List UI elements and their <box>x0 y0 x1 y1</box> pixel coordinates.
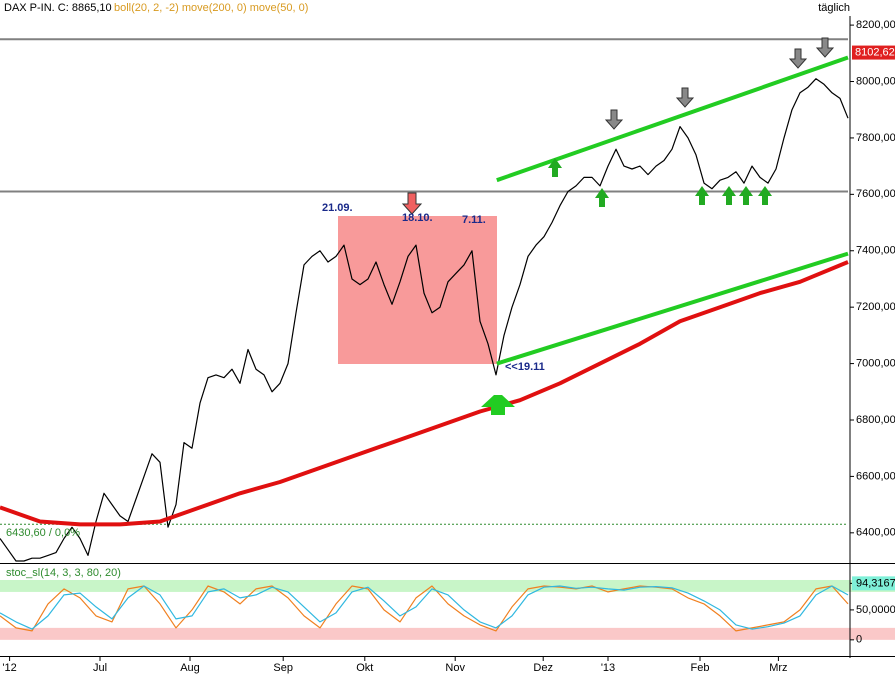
gray-arrow <box>788 48 808 69</box>
x-tick-label: Okt <box>356 662 373 674</box>
green-arrow-large <box>481 395 515 415</box>
panel-title: stoc_sl(14, 3, 3, 80, 20) <box>6 567 121 579</box>
y-tick-label: 50,0000 <box>856 604 895 616</box>
period-label: täglich <box>818 2 850 14</box>
x-tick-label: Sep <box>273 662 293 674</box>
series-line <box>0 260 849 527</box>
series-line <box>0 585 849 630</box>
y-tick-label: 8200,00 <box>856 19 895 31</box>
y-tick-label: 0 <box>856 634 862 646</box>
y-tick-label: 7600,00 <box>856 188 895 200</box>
series-line <box>0 585 849 632</box>
series-line <box>496 251 849 366</box>
x-tick-label: Dez <box>533 662 553 674</box>
y-tick-label: 6400,00 <box>856 527 895 539</box>
y-tick-label: 6600,00 <box>856 470 895 482</box>
y-tick-label: 94,3167 <box>856 577 895 589</box>
y-tick-label: 7200,00 <box>856 301 895 313</box>
indicator-label: boll(20, 2, -2) move(200, 0) move(50, 0) <box>114 2 308 14</box>
green-arrow <box>739 186 753 205</box>
green-arrow <box>722 186 736 205</box>
annotation: 18.10. <box>402 212 433 224</box>
band <box>0 579 895 592</box>
y-tick-label: 8000,00 <box>856 75 895 87</box>
reference-label: 6430,60 / 0,0% <box>6 527 80 539</box>
band <box>0 627 895 640</box>
y-tick-label: 7000,00 <box>856 357 895 369</box>
gray-arrow <box>675 87 695 108</box>
green-arrow <box>758 186 772 205</box>
price-tag <box>852 45 895 60</box>
annotation: 7.11. <box>462 214 486 226</box>
x-tick-label: Nov <box>445 662 465 674</box>
annotation: 21.09. <box>322 202 353 214</box>
price-tag-label: 8102,62 <box>855 46 895 58</box>
x-tick-label: Feb <box>691 662 710 674</box>
gray-arrow <box>815 37 835 58</box>
green-arrow <box>548 158 562 177</box>
y-tick-label: 6800,00 <box>856 414 895 426</box>
gray-arrow <box>604 109 624 130</box>
y-tick-label: 7800,00 <box>856 132 895 144</box>
x-tick-label: '12 <box>2 662 16 674</box>
x-tick-label: Mrz <box>769 662 787 674</box>
green-arrow <box>595 188 609 207</box>
x-tick-label: Aug <box>180 662 200 674</box>
arrows <box>401 37 835 415</box>
series-line <box>0 78 849 562</box>
red-arrow <box>401 192 423 215</box>
value-highlight <box>852 576 895 591</box>
highlight-box <box>338 216 497 364</box>
x-tick-label: Jul <box>93 662 107 674</box>
green-arrow <box>695 186 709 205</box>
x-tick-label: '13 <box>601 662 615 674</box>
symbol-label: DAX P-IN. C: 8865,10 <box>4 2 112 14</box>
annotation: <<19.11 <box>505 361 545 373</box>
y-tick-label: 7400,00 <box>856 245 895 257</box>
